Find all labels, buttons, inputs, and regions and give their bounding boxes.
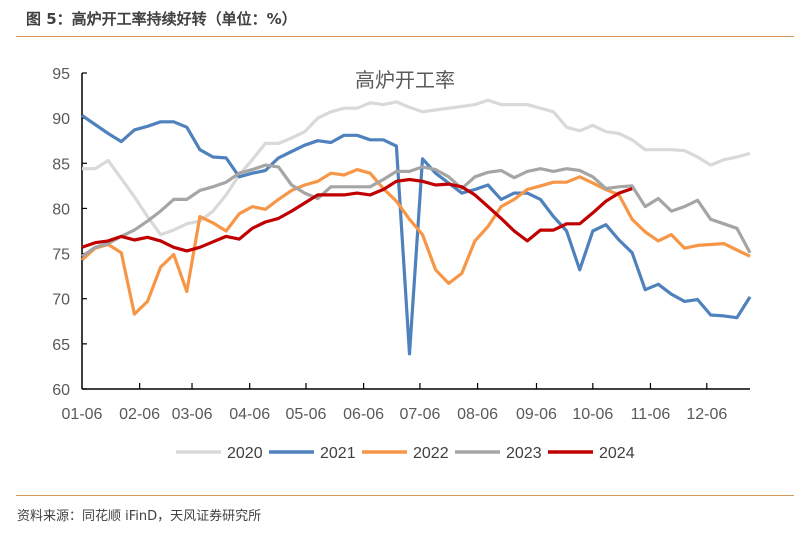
- axes: 60 65 70 75 80 85 90 95 01-06 02-06 03-06 04-06 05-0…: [52, 66, 750, 423]
- legend-label-2023: 2023: [506, 445, 542, 462]
- series-lines: [80, 98, 752, 356]
- x-tick-label: 06-06: [343, 406, 384, 423]
- legend-label-2024: 2024: [599, 445, 635, 462]
- y-tick-label: 95: [52, 66, 70, 83]
- y-tick-label: 80: [52, 201, 70, 218]
- x-tick-label: 12-06: [686, 406, 727, 423]
- y-tick-label: 85: [52, 156, 70, 173]
- figure-title: 图 5：高炉开工率持续好转（单位：%）: [26, 10, 297, 28]
- chart-title: 高炉开工率: [355, 68, 455, 92]
- x-tick-label: 09-06: [516, 406, 557, 423]
- y-tick-label: 65: [52, 337, 70, 354]
- legend: 2020 2021 2022 2023 2024: [176, 445, 635, 462]
- x-tick-label: 01-06: [62, 406, 103, 423]
- legend-label-2020: 2020: [227, 445, 263, 462]
- legend-label-2022: 2022: [413, 445, 449, 462]
- source-note: 资料来源：同花顺 iFinD，天风证券研究所: [17, 509, 262, 524]
- y-tick-label: 70: [52, 292, 70, 309]
- x-tick-label: 04-06: [229, 406, 270, 423]
- series-line-2021: [81, 114, 752, 356]
- bottom-divider: [16, 495, 794, 496]
- legend-label-2021: 2021: [320, 445, 356, 462]
- series-line-2023: [81, 163, 752, 258]
- y-tick-label: 60: [52, 382, 70, 399]
- y-tick-label: 75: [52, 247, 70, 264]
- y-tick-label: 90: [52, 111, 70, 128]
- x-tick-label: 03-06: [172, 406, 213, 423]
- series-line-2020: [82, 98, 751, 237]
- line-chart: 高炉开工率 60 65 70 75 80 85 90 95 01-06 02-06 03-06 04-…: [52, 66, 752, 462]
- series-line-2024: [81, 177, 633, 253]
- x-tick-label: 07-06: [399, 406, 440, 423]
- x-tick-label: 02-06: [119, 406, 160, 423]
- top-divider: [16, 36, 794, 37]
- series-line-2022: [80, 168, 751, 316]
- x-tick-label: 08-06: [457, 406, 498, 423]
- x-tick-label: 11-06: [631, 406, 671, 423]
- x-tick-label: 05-06: [286, 406, 327, 423]
- x-tick-label: 10-06: [572, 406, 613, 423]
